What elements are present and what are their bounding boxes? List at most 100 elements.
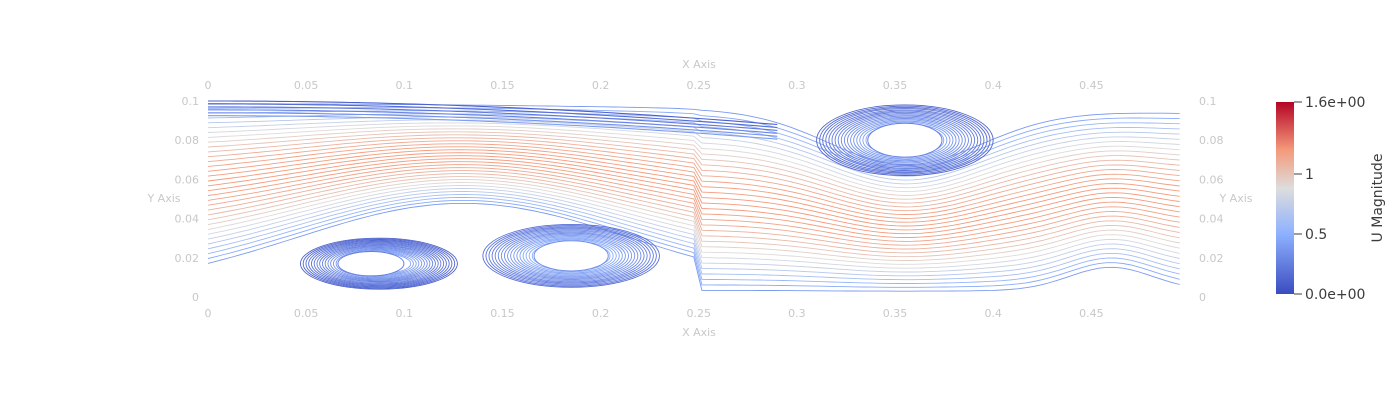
streamline <box>207 182 1180 265</box>
vortex-loop <box>507 232 636 279</box>
vortex-loop <box>488 226 654 286</box>
colorbar-tick-label: 1.6e+00 <box>1305 95 1365 111</box>
colorbar-ticks: 1.6e+00 1 0.5 0.0e+00 <box>1294 95 1365 303</box>
vortex-loop <box>831 110 979 170</box>
x-tick-top: 0.25 <box>687 79 712 92</box>
vortex-loop <box>497 229 645 283</box>
y-tick-right: 0.1 <box>1199 95 1217 108</box>
vortex-loop <box>834 111 976 169</box>
x-tick-top: 0 <box>205 79 212 92</box>
x-tick-bottom: 0.35 <box>883 307 908 320</box>
vortex-loop <box>843 115 966 165</box>
x-axis-title-bottom: X Axis <box>682 326 716 339</box>
streamline <box>207 161 1180 238</box>
vortex-loop <box>313 242 445 286</box>
vortex-loop <box>850 118 960 163</box>
x-tick-bottom: 0.1 <box>396 307 414 320</box>
streamline <box>207 152 1180 227</box>
vortex-loop <box>522 238 620 274</box>
y-axis-title-right: Y Axis <box>1218 192 1252 205</box>
vortex-loop <box>840 114 969 167</box>
wall-streamline <box>208 106 778 131</box>
streamline <box>207 146 1180 219</box>
colorbar-tick-label: 0.5 <box>1305 227 1327 243</box>
y-tick-left: 0.1 <box>182 95 200 108</box>
x-tick-top: 0.15 <box>490 79 515 92</box>
wall-streamline <box>208 109 778 134</box>
vortex-loop <box>504 231 639 280</box>
vortex-loop <box>856 120 954 160</box>
vortex-core <box>533 240 609 272</box>
vortex-loop <box>828 109 982 171</box>
x-tick-bottom: 0.2 <box>592 307 610 320</box>
y-tick-right: 0.02 <box>1199 252 1224 265</box>
colorbar-gradient <box>1276 102 1294 294</box>
y-tick-right: 0.08 <box>1199 134 1224 147</box>
vortex <box>482 223 660 288</box>
streamline <box>207 122 1180 189</box>
vortex-loop <box>482 223 660 288</box>
streamline <box>207 125 1180 193</box>
streamline <box>207 167 1180 246</box>
wall-streamline <box>208 100 778 126</box>
streamline <box>207 194 1180 281</box>
x-tick-top: 0.05 <box>294 79 319 92</box>
x-tick-bottom: 0 <box>205 307 212 320</box>
vortex-loop <box>819 105 991 175</box>
streamline <box>207 143 1180 215</box>
vortex-loop <box>853 119 957 162</box>
colorbar-tick-label: 0.0e+00 <box>1305 287 1365 303</box>
vortex-loop <box>491 227 651 285</box>
vortex-loop <box>859 121 951 159</box>
vortex-core <box>337 250 405 277</box>
streamline <box>207 119 1180 185</box>
vortex-loop <box>822 106 988 174</box>
streamline <box>207 102 1180 166</box>
x-tick-bottom: 0.25 <box>687 307 712 320</box>
vortex <box>299 237 458 290</box>
streamline <box>207 188 1180 273</box>
colorbar-tick-label: 1 <box>1305 167 1314 183</box>
streamline <box>207 176 1180 258</box>
streamline <box>207 137 1180 208</box>
vortex-loop <box>321 244 436 283</box>
vortex-core <box>867 122 943 158</box>
vortex-loop <box>525 239 617 273</box>
vortex-loop <box>519 237 623 275</box>
streamline <box>207 128 1180 196</box>
vortex-loop <box>816 104 994 176</box>
vortex-loop <box>837 113 973 168</box>
y-tick-left: 0.04 <box>175 213 200 226</box>
vortex-loop <box>500 230 642 282</box>
vortex-loop <box>310 241 447 287</box>
vortex-loop <box>510 233 633 278</box>
vortex-loop <box>305 239 453 288</box>
streamline <box>207 158 1180 235</box>
x-tick-bottom: 0.4 <box>984 307 1002 320</box>
vortex-loop <box>327 246 431 281</box>
wall-streamline <box>208 115 778 140</box>
streamline <box>207 140 1180 212</box>
y-tick-right: 0.04 <box>1199 213 1224 226</box>
streamline <box>207 173 1180 254</box>
x-tick-bottom: 0.45 <box>1079 307 1104 320</box>
streamline <box>207 131 1180 200</box>
x-tick-top: 0.1 <box>396 79 414 92</box>
y-tick-left: 0.08 <box>175 134 200 147</box>
x-axis-title-top: X Axis <box>682 58 716 71</box>
streamline <box>207 134 1180 204</box>
streamline <box>207 191 1180 277</box>
y-tick-right: 0.06 <box>1199 173 1224 186</box>
vortex-loop <box>513 234 630 277</box>
streamline <box>207 202 1180 292</box>
x-tick-top: 0.45 <box>1079 79 1104 92</box>
streamline <box>207 197 1180 284</box>
vortex-loop <box>332 248 425 279</box>
y-tick-left: 0.02 <box>175 252 200 265</box>
vortex-loop <box>847 116 963 164</box>
vortex <box>816 104 994 176</box>
x-tick-top: 0.35 <box>883 79 908 92</box>
wall-streamline <box>208 112 778 137</box>
x-tick-top: 0.2 <box>592 79 610 92</box>
